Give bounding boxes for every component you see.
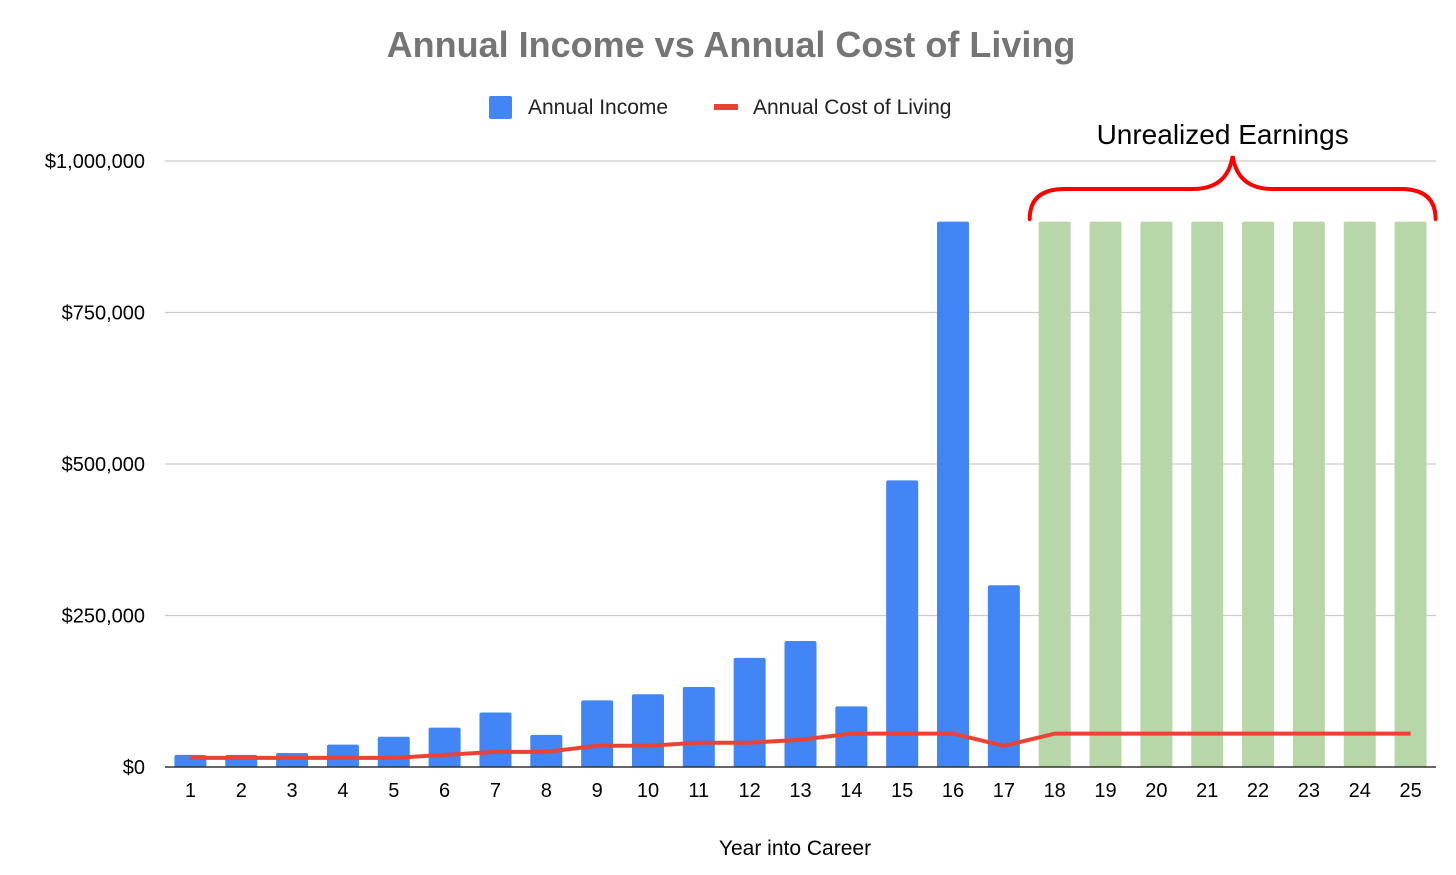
y-tick-label: $250,000: [62, 606, 145, 628]
y-tick-label: $500,000: [62, 454, 145, 476]
bar-unrealized-18: [1038, 221, 1071, 768]
x-tick-label: 12: [739, 780, 761, 802]
x-tick-label: 19: [1094, 780, 1116, 802]
y-axis-tick-labels: $0 $250,000 $500,000 $750,000 $1,000,000: [45, 151, 145, 779]
series-line-annual-cost-of-living: [190, 731, 1411, 760]
bar-unrealized-24: [1343, 221, 1376, 768]
bar-annual-income-5: [377, 736, 410, 767]
bar-annual-income-11: [682, 687, 715, 767]
x-tick-label: 7: [490, 780, 501, 802]
bar-unrealized-21: [1191, 221, 1224, 768]
x-tick-label: 22: [1247, 780, 1269, 802]
x-tick-label: 14: [840, 780, 862, 802]
curly-brace-icon: [1027, 155, 1438, 221]
x-tick-label: 4: [337, 780, 348, 802]
x-tick-label: 17: [993, 780, 1015, 802]
x-tick-label: 5: [388, 780, 399, 802]
legend-swatch-annual-income: [489, 96, 512, 119]
x-tick-label: 25: [1399, 780, 1421, 802]
y-tick-label: $1,000,000: [45, 151, 145, 173]
x-tick-label: 20: [1145, 780, 1167, 802]
unrealized-earnings-annotation: Unrealized Earnings: [1027, 119, 1438, 221]
legend-label-annual-income: Annual Income: [528, 96, 668, 119]
chart-title: Annual Income vs Annual Cost of Living: [387, 24, 1076, 65]
bar-unrealized-19: [1089, 221, 1122, 768]
x-tick-label: 18: [1044, 780, 1066, 802]
bar-unrealized-23: [1292, 221, 1325, 768]
x-tick-label: 9: [592, 780, 603, 802]
x-tick-label: 8: [541, 780, 552, 802]
gridlines: [165, 160, 1436, 617]
bar-annual-income-9: [581, 700, 614, 767]
x-tick-label: 21: [1196, 780, 1218, 802]
legend-label-annual-cost-of-living: Annual Cost of Living: [753, 96, 951, 119]
x-axis-tick-labels: 1 2 3 4 5 6 7 8 9 10 11 12 13 14 15 16 17 18 19 20 21 22 23 24 2…: [185, 780, 1422, 802]
annotation-label: Unrealized Earnings: [1097, 119, 1349, 150]
bar-annual-income-13: [784, 640, 817, 767]
bar-annual-income-6: [428, 727, 461, 767]
x-axis-title: Year into Career: [719, 837, 871, 860]
x-tick-label: 16: [942, 780, 964, 802]
bar-annual-income-3: [276, 753, 309, 767]
bar-annual-income-15: [886, 480, 919, 767]
x-tick-label: 10: [637, 780, 659, 802]
bar-annual-income-12: [733, 657, 766, 767]
bar-annual-income-10: [631, 694, 664, 767]
bar-unrealized-25: [1394, 221, 1427, 768]
bar-unrealized-20: [1140, 221, 1173, 768]
x-tick-label: 11: [688, 780, 709, 802]
legend-swatch-annual-cost-of-living: [714, 104, 738, 110]
x-tick-label: 24: [1349, 780, 1371, 802]
x-tick-label: 3: [287, 780, 298, 802]
x-tick-label: 13: [789, 780, 811, 802]
bar-annual-income-7: [479, 712, 512, 767]
x-tick-label: 2: [236, 780, 247, 802]
y-tick-label: $750,000: [62, 303, 145, 325]
x-tick-label: 23: [1298, 780, 1320, 802]
bar-unrealized-22: [1242, 221, 1275, 768]
y-tick-label: $0: [123, 757, 145, 779]
legend: Annual Income Annual Cost of Living: [489, 96, 951, 119]
bars: [174, 221, 1427, 768]
bar-annual-income-14: [835, 706, 868, 767]
x-tick-label: 1: [185, 780, 196, 802]
x-tick-label: 6: [439, 780, 450, 802]
bar-annual-income-16: [937, 221, 970, 768]
bar-annual-income-17: [987, 585, 1020, 767]
x-tick-label: 15: [891, 780, 913, 802]
bar-annual-income-4: [326, 744, 359, 767]
